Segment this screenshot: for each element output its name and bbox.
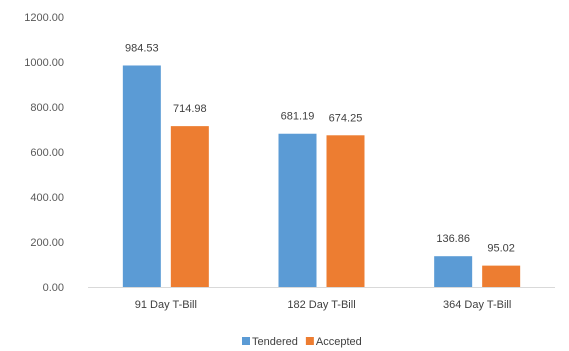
bar-tendered: [122, 65, 161, 288]
data-label: 984.53: [125, 42, 159, 54]
y-tick-label: 400.00: [30, 192, 64, 204]
x-tick-label: 182 Day T-Bill: [287, 299, 355, 311]
data-label: 714.98: [173, 103, 207, 115]
bar-accepted: [326, 135, 365, 287]
x-tick-label: 91 Day T-Bill: [135, 299, 197, 311]
bar-accepted: [482, 265, 521, 287]
bar-tendered: [434, 256, 473, 287]
y-tick-label: 0.00: [43, 282, 64, 294]
y-tick-label: 1200.00: [24, 12, 64, 24]
data-label: 136.86: [436, 233, 470, 245]
x-axis: 91 Day T-Bill 182 Day T-Bill 364 Day T-Bil…: [88, 287, 555, 311]
y-tick-label: 200.00: [30, 237, 64, 249]
data-labels: 984.53 714.98 681.19 674.25 136.86 95.02: [125, 42, 515, 254]
legend: Tendered Accepted: [242, 336, 362, 348]
y-tick-label: 800.00: [30, 102, 64, 114]
y-tick-label: 600.00: [30, 147, 64, 159]
legend-label: Tendered: [252, 336, 298, 348]
x-tick-label: 364 Day T-Bill: [443, 299, 511, 311]
legend-swatch: [242, 337, 250, 345]
data-label: 95.02: [487, 243, 515, 255]
legend-swatch: [305, 337, 314, 345]
y-tick-label: 1000.00: [24, 57, 64, 69]
data-label: 674.25: [329, 112, 363, 124]
data-label: 681.19: [281, 111, 315, 123]
bar-accepted: [170, 126, 209, 287]
bars: [122, 65, 521, 288]
legend-label: Accepted: [316, 336, 362, 348]
y-axis: 0.00 200.00 400.00 600.00 800.00 1000.00 1200.…: [24, 12, 64, 294]
bar-tendered: [278, 133, 317, 287]
